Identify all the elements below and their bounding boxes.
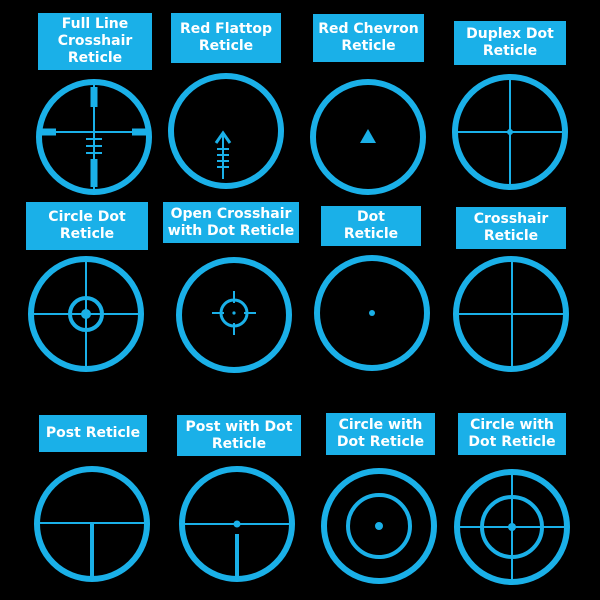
open-crosshair-dot-reticle	[176, 257, 292, 373]
full-line-crosshair-reticle	[36, 79, 152, 195]
red-flattop-reticle	[168, 73, 284, 189]
label-red-chevron: Red Chevron Reticle	[313, 14, 424, 62]
crosshair-reticle	[453, 256, 569, 372]
duplex-dot-reticle	[452, 74, 568, 190]
red-chevron-reticle	[310, 79, 426, 195]
label-duplex-dot: Duplex Dot Reticle	[454, 21, 566, 65]
dot-reticle	[314, 255, 430, 371]
circle-with-dot-reticle-1	[321, 468, 437, 584]
label-circle-with-dot-1: Circle with Dot Reticle	[326, 413, 435, 455]
label-red-flattop: Red Flattop Reticle	[171, 13, 281, 63]
label-crosshair: Crosshair Reticle	[456, 207, 566, 249]
label-full-line-crosshair: Full Line Crosshair Reticle	[38, 13, 152, 70]
label-open-crosshair-dot: Open Crosshair with Dot Reticle	[163, 202, 299, 243]
circle-with-dot-reticle-2	[454, 469, 570, 585]
label-post-dot: Post with Dot Reticle	[177, 415, 301, 456]
label-circle-dot: Circle Dot Reticle	[26, 202, 148, 250]
post-reticle	[34, 466, 150, 582]
label-dot: Dot Reticle	[321, 206, 421, 246]
circle-dot-reticle	[28, 256, 144, 372]
label-post: Post Reticle	[39, 415, 147, 452]
label-circle-with-dot-2: Circle with Dot Reticle	[458, 413, 566, 455]
post-dot-reticle	[179, 466, 295, 582]
